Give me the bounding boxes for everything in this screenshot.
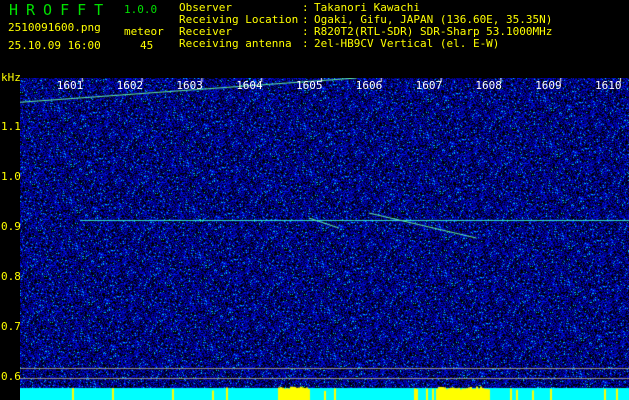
datetime: 25.10.09 16:00 — [8, 39, 101, 52]
y-tick-label: 1.1 — [1, 120, 21, 133]
info-value: R820T2(RTL-SDR) SDR-Sharp 53.1000MHz — [314, 25, 553, 38]
x-tick-label: 1604 — [236, 79, 263, 92]
app-title: HROFFT — [9, 1, 112, 19]
info-label: Receiving antenna — [179, 37, 292, 50]
x-tick-label: 1601 — [56, 79, 84, 92]
info-colon: : — [302, 1, 309, 14]
x-tick-label: 1603 — [176, 79, 203, 92]
info-label: Receiving Location — [179, 13, 299, 26]
info-value: Ogaki, Gifu, JAPAN (136.60E, 35.35N) — [314, 13, 553, 26]
info-label: Receiver — [179, 25, 232, 38]
meteor-count: 45 — [140, 39, 154, 52]
y-tick-label: 0.6 — [1, 370, 21, 383]
meteor-label: meteor — [124, 25, 164, 38]
x-tick-label: 1609 — [535, 79, 562, 92]
y-tick-label: 0.7 — [1, 320, 21, 333]
app-version: 1.0.0 — [124, 3, 158, 16]
x-tick-label: 1605 — [296, 79, 323, 92]
info-colon: : — [302, 37, 309, 50]
info-label: Observer — [179, 1, 232, 14]
info-value: Takanori Kawachi — [314, 1, 420, 14]
filename: 2510091600.png — [8, 21, 101, 34]
y-tick-label: 0.8 — [1, 270, 21, 283]
info-colon: : — [302, 13, 309, 26]
x-tick-label: 1607 — [415, 79, 443, 92]
spectrogram — [20, 78, 629, 400]
x-tick-label: 1602 — [116, 79, 144, 92]
x-tick-label: 1608 — [475, 79, 502, 92]
y-tick-label: 1.0 — [1, 170, 21, 183]
info-value: 2el-HB9CV Vertical (el. E-W) — [314, 37, 500, 50]
x-tick-label: 1610 — [595, 79, 622, 92]
y-tick-label: 0.9 — [1, 220, 21, 233]
info-colon: : — [302, 25, 309, 38]
y-axis-label: kHz — [1, 71, 21, 84]
x-tick-label: 1606 — [355, 79, 383, 92]
